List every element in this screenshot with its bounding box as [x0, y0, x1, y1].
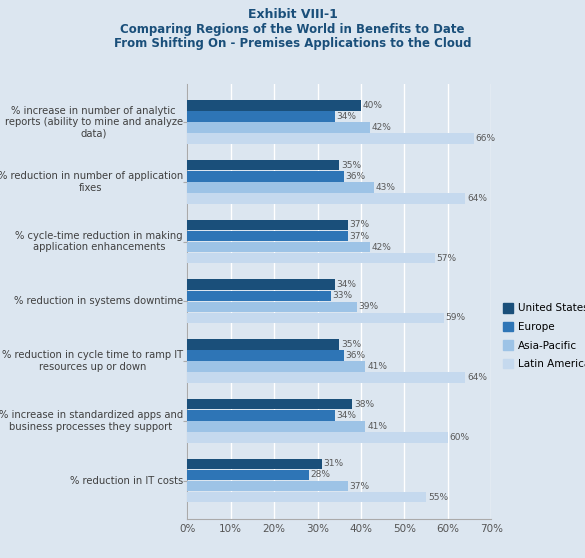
Text: 57%: 57%	[436, 254, 457, 263]
Text: 42%: 42%	[371, 243, 391, 252]
Text: 64%: 64%	[467, 194, 487, 203]
Bar	[187, 171, 343, 181]
Bar	[187, 122, 370, 133]
Bar	[187, 193, 465, 204]
Bar	[187, 253, 435, 263]
Bar	[187, 133, 474, 144]
Text: 60%: 60%	[450, 433, 470, 442]
Bar	[187, 280, 335, 290]
Text: 34%: 34%	[337, 411, 357, 420]
Bar	[187, 492, 426, 502]
Bar	[187, 421, 366, 432]
Text: 33%: 33%	[332, 291, 353, 300]
Bar	[187, 481, 348, 492]
Bar	[187, 350, 343, 361]
Bar	[187, 399, 352, 410]
Bar	[187, 470, 309, 480]
Text: 37%: 37%	[350, 232, 370, 240]
Text: 64%: 64%	[467, 373, 487, 382]
Text: 36%: 36%	[345, 172, 366, 181]
Text: % reduction in systems downtime: % reduction in systems downtime	[13, 296, 183, 306]
Text: 37%: 37%	[350, 220, 370, 229]
Bar	[187, 182, 374, 193]
Bar	[187, 410, 335, 421]
Text: 40%: 40%	[363, 101, 383, 110]
Bar	[187, 301, 357, 312]
Text: % reduction in IT costs: % reduction in IT costs	[70, 475, 183, 485]
Bar	[187, 242, 370, 252]
Text: 41%: 41%	[367, 422, 387, 431]
Text: 43%: 43%	[376, 183, 396, 192]
Text: 31%: 31%	[324, 459, 344, 468]
Text: % reduction in cycle time to ramp IT
resources up or down: % reduction in cycle time to ramp IT res…	[2, 350, 183, 372]
Text: Exhibit VIII-1: Exhibit VIII-1	[247, 8, 338, 21]
Bar	[187, 111, 335, 122]
Text: 55%: 55%	[428, 493, 448, 502]
Text: 42%: 42%	[371, 123, 391, 132]
Text: % increase in standardized apps and
business processes they support: % increase in standardized apps and busi…	[0, 410, 183, 431]
Text: % cycle-time reduction in making
application enhancements: % cycle-time reduction in making applica…	[15, 231, 183, 252]
Bar	[187, 231, 348, 241]
Bar	[187, 291, 331, 301]
Bar	[187, 100, 361, 110]
Text: % reduction in number of application
fixes: % reduction in number of application fix…	[0, 171, 183, 193]
Text: 39%: 39%	[359, 302, 378, 311]
Text: 34%: 34%	[337, 280, 357, 289]
Text: 34%: 34%	[337, 112, 357, 121]
Text: % increase in number of analytic
reports (ability to mine and analyze
data): % increase in number of analytic reports…	[5, 105, 183, 139]
Text: 35%: 35%	[341, 340, 361, 349]
Text: 37%: 37%	[350, 482, 370, 490]
Text: 41%: 41%	[367, 362, 387, 371]
Text: Comparing Regions of the World in Benefits to Date: Comparing Regions of the World in Benefi…	[121, 23, 464, 36]
Bar	[187, 372, 465, 383]
Bar	[187, 160, 339, 171]
Text: 59%: 59%	[445, 314, 466, 323]
Bar	[187, 339, 339, 350]
Text: 66%: 66%	[476, 134, 496, 143]
Bar	[187, 362, 366, 372]
Bar	[187, 459, 322, 469]
Text: 36%: 36%	[345, 351, 366, 360]
Bar	[187, 220, 348, 230]
Text: 35%: 35%	[341, 161, 361, 170]
Legend: United States, Europe, Asia-Pacific, Latin America: United States, Europe, Asia-Pacific, Lat…	[503, 303, 585, 369]
Bar	[187, 432, 448, 442]
Bar	[187, 312, 443, 323]
Text: From Shifting On - Premises Applications to the Cloud: From Shifting On - Premises Applications…	[113, 37, 472, 50]
Text: 28%: 28%	[311, 470, 331, 479]
Text: 38%: 38%	[354, 400, 374, 408]
